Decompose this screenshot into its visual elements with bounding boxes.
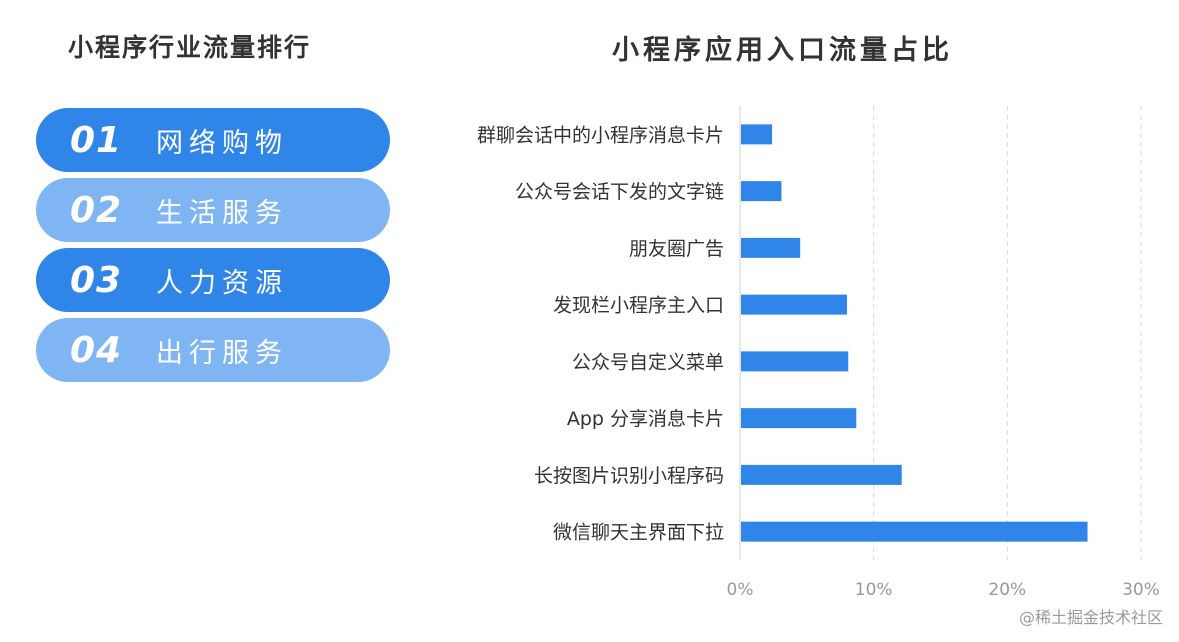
rank-label: 人力资源: [156, 267, 288, 299]
rank-item-1: 01 网络购物: [36, 108, 390, 172]
rank-label: 出行服务: [156, 337, 288, 369]
rank-number: 03: [70, 259, 123, 301]
category-label: 微信聊天主界面下拉: [553, 522, 724, 544]
tick-label: 30%: [1122, 580, 1160, 600]
rank-number: 01: [70, 119, 123, 161]
category-label: 公众号自定义菜单: [572, 351, 724, 373]
category-label: 公众号会话下发的文字链: [515, 181, 724, 203]
rank-item-3: 03 人力资源: [36, 248, 390, 312]
category-label: 群聊会话中的小程序消息卡片: [477, 124, 724, 146]
bar: [741, 237, 801, 258]
rank-label: 网络购物: [156, 127, 288, 159]
category-label: 发现栏小程序主入口: [553, 295, 724, 317]
bar: [741, 408, 857, 429]
bar: [741, 351, 849, 372]
rank-item-4: 04 出行服务: [36, 318, 390, 382]
rank-number: 04: [70, 329, 123, 371]
bar: [741, 181, 782, 202]
tick-label: 20%: [988, 580, 1026, 600]
ranking-title: 小程序行业流量排行: [68, 33, 312, 62]
bar: [741, 124, 773, 145]
bar: [741, 294, 847, 315]
watermark: @稀土掘金技术社区: [1018, 608, 1163, 627]
bar: [741, 521, 1088, 542]
category-label: 朋友圈广告: [629, 238, 724, 260]
tick-label: 0%: [727, 580, 754, 600]
rank-label: 生活服务: [156, 197, 288, 229]
rank-item-2: 02 生活服务: [36, 178, 390, 242]
rank-number: 02: [70, 189, 123, 231]
bar: [741, 464, 902, 485]
tick-label: 10%: [855, 580, 893, 600]
category-label: 长按图片识别小程序码: [534, 465, 724, 487]
category-label: App 分享消息卡片: [567, 408, 724, 430]
chart-title: 小程序应用入口流量占比: [612, 35, 953, 66]
